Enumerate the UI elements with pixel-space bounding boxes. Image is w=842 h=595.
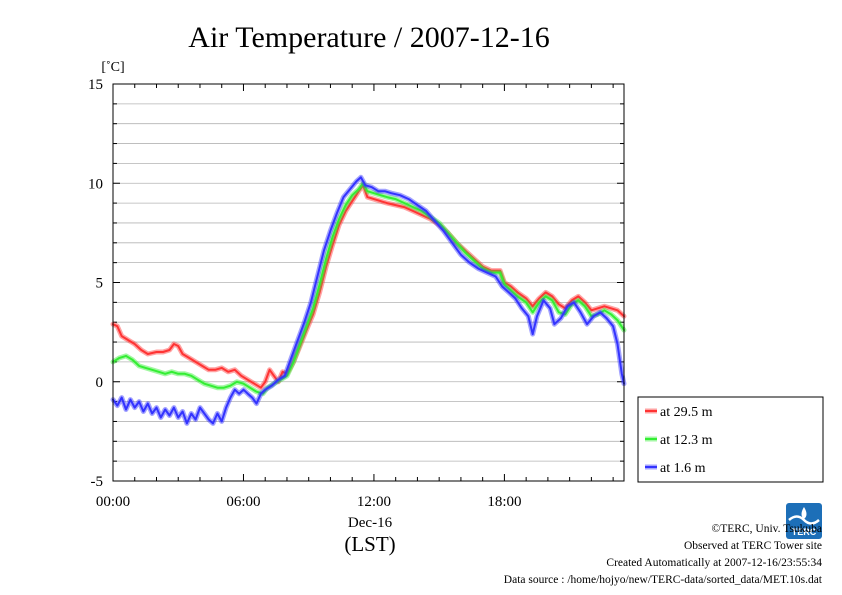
legend-label: at 12.3 m	[660, 433, 713, 448]
series-group	[110, 174, 627, 426]
x-date-label: Dec-16	[348, 515, 393, 531]
wave-icon	[788, 515, 820, 525]
x-tick-label: 06:00	[226, 494, 260, 510]
series-2-line	[112, 176, 625, 425]
chart-title: Air Temperature / 2007-12-16	[188, 21, 549, 54]
plot-frame	[112, 83, 625, 482]
legend-label: at 1.6 m	[660, 461, 706, 476]
logo-text: TERC	[792, 527, 817, 537]
legend-label: at 29.5 m	[660, 405, 713, 420]
x-tick-label: 18:00	[487, 494, 521, 510]
footer-created: Created Automatically at 2007-12-16/23:5…	[606, 557, 822, 569]
y-tick-label: -5	[91, 474, 104, 490]
tick-labels: -5 0 5 10 15 00:00 06:00 12:00 18:00	[88, 77, 521, 510]
grid	[113, 103, 624, 462]
footer-observed: Observed at TERC Tower site	[684, 540, 822, 552]
legend: at 29.5 m at 12.3 m at 1.6 m	[637, 396, 824, 483]
series-1-line	[112, 182, 625, 395]
y-axis-unit: [˚C]	[101, 60, 124, 75]
y-tick-label: 15	[88, 77, 103, 93]
drop-icon	[801, 507, 807, 519]
y-tick-label: 10	[88, 176, 103, 192]
x-axis-label: (LST)	[344, 532, 395, 556]
legend-box	[637, 396, 824, 483]
series-0-line	[112, 184, 625, 389]
terc-logo: TERC	[786, 503, 822, 539]
x-tick-label: 00:00	[96, 494, 130, 510]
footer-source: Data source : /home/hojyo/new/TERC-data/…	[504, 574, 823, 586]
y-tick-label: 0	[96, 375, 104, 391]
y-tick-label: 5	[96, 276, 104, 292]
x-tick-label: 12:00	[357, 494, 391, 510]
footer-copyright: ©TERC, Univ. Tsukuba	[712, 523, 822, 535]
